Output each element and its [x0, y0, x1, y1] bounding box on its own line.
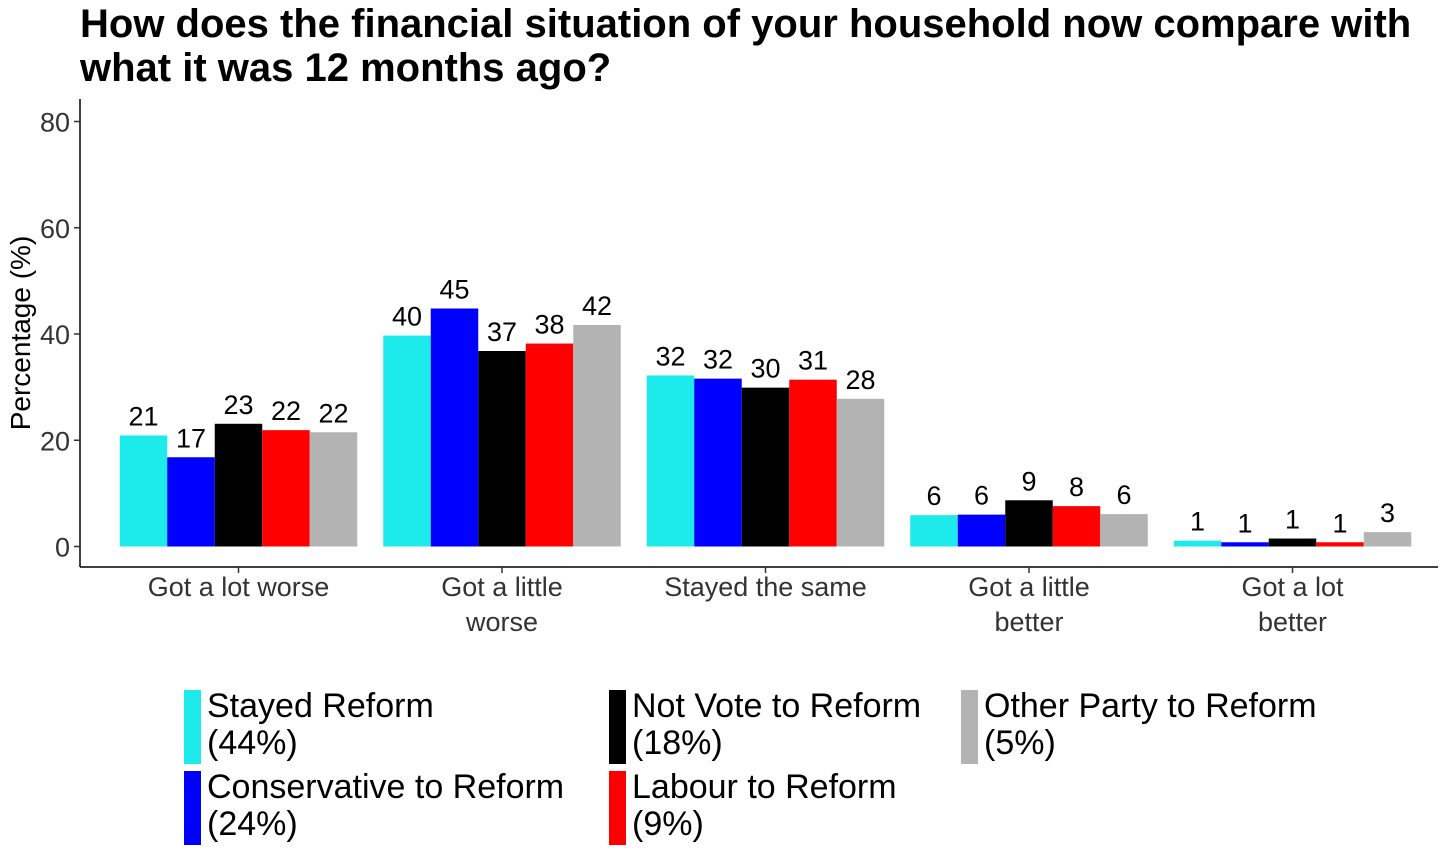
- data-label: 31: [798, 346, 828, 376]
- chart-title: How does the financial situation of your…: [80, 2, 1412, 90]
- legend-label: Labour to Reform (9%): [632, 768, 897, 843]
- data-label: 6: [1116, 480, 1131, 510]
- bar: [430, 308, 479, 547]
- data-label: 8: [1069, 472, 1084, 502]
- y-tick-label: 0: [55, 533, 70, 563]
- legend-label: Other Party to Reform (5%): [984, 687, 1317, 762]
- legend-label: Conservative to Reform (24%): [207, 768, 565, 843]
- bar: [1173, 540, 1222, 547]
- legend-label: Not Vote to Reform (18%): [632, 687, 922, 762]
- bar: [214, 423, 263, 547]
- bar: [646, 375, 695, 547]
- bar: [910, 515, 958, 547]
- data-label: 30: [750, 354, 780, 384]
- bar: [789, 379, 837, 547]
- data-label: 1: [1285, 505, 1300, 535]
- chart-legend: Stayed Reform (44%) Conservative to Refor…: [184, 688, 1434, 848]
- data-label: 3: [1380, 498, 1395, 528]
- bar: [383, 335, 431, 547]
- legend-item: Conservative to Reform (24%): [184, 769, 564, 845]
- x-tick-label: Got a lot worse: [148, 572, 330, 602]
- bar-chart: 0 20 40 60 80 Percentage (%) Got a lot worse Go…: [5, 99, 1438, 637]
- y-tick-label: 40: [40, 320, 70, 350]
- data-label: 6: [974, 481, 989, 511]
- data-label: 6: [926, 481, 941, 511]
- bar: [1316, 542, 1364, 547]
- bar: [167, 457, 215, 547]
- data-label: 37: [487, 317, 517, 347]
- legend-item: Other Party to Reform (5%): [961, 688, 1317, 764]
- bar: [1005, 500, 1053, 547]
- data-label: 17: [176, 423, 206, 453]
- x-tick-label: Stayed the same: [664, 572, 867, 602]
- y-axis-title: Percentage (%): [5, 236, 36, 431]
- data-label: 38: [534, 310, 564, 340]
- y-tick-label: 20: [40, 426, 70, 456]
- legend-swatch: [609, 690, 626, 764]
- legend-swatch: [609, 771, 626, 845]
- data-label: 1: [1190, 507, 1205, 537]
- bar: [478, 351, 526, 547]
- legend-item: Labour to Reform (9%): [609, 769, 897, 845]
- data-label: 32: [703, 345, 733, 375]
- bar: [957, 514, 1006, 547]
- bar: [741, 387, 790, 547]
- legend-swatch: [184, 690, 201, 764]
- bar: [262, 430, 310, 547]
- bar: [1221, 542, 1269, 547]
- bar: [573, 324, 621, 547]
- data-label: 23: [223, 390, 253, 420]
- data-label: 21: [128, 401, 158, 431]
- legend-label: Stayed Reform (44%): [207, 687, 434, 762]
- data-label: 22: [318, 398, 348, 428]
- bar: [119, 435, 168, 547]
- data-label: 28: [845, 365, 875, 395]
- bar: [1268, 538, 1317, 547]
- bar: [1100, 514, 1148, 547]
- bar: [525, 343, 574, 547]
- legend-swatch: [184, 771, 201, 845]
- data-label: 9: [1021, 466, 1036, 496]
- chart-bars: [119, 308, 1412, 547]
- chart-value-labels: 21 17 23 22 22 40 45 37 38 42 32 32 30 31 28 6 6 9 8 6 1 1 1 1 3: [128, 275, 1395, 539]
- data-label: 1: [1237, 508, 1252, 538]
- bar: [836, 398, 885, 547]
- data-label: 32: [655, 341, 685, 371]
- chart-axes: 0 20 40 60 80 Percentage (%) Got a lot worse Go…: [5, 99, 1438, 637]
- x-tick-label: Got a little better: [968, 572, 1090, 637]
- data-label: 45: [439, 275, 469, 305]
- data-label: 1: [1332, 508, 1347, 538]
- legend-item: Stayed Reform (44%): [184, 688, 434, 764]
- bar: [309, 432, 358, 547]
- bar: [1052, 506, 1101, 547]
- x-tick-label: Got a little worse: [441, 572, 563, 637]
- legend-item: Not Vote to Reform (18%): [609, 688, 921, 764]
- data-label: 22: [271, 396, 301, 426]
- x-tick-label: Got a lot better: [1241, 572, 1344, 637]
- bar: [694, 378, 742, 547]
- y-tick-label: 60: [40, 214, 70, 244]
- data-label: 42: [582, 291, 612, 321]
- legend-swatch: [961, 690, 978, 764]
- y-tick-label: 80: [40, 108, 70, 138]
- data-label: 40: [392, 302, 422, 332]
- bar: [1363, 532, 1412, 547]
